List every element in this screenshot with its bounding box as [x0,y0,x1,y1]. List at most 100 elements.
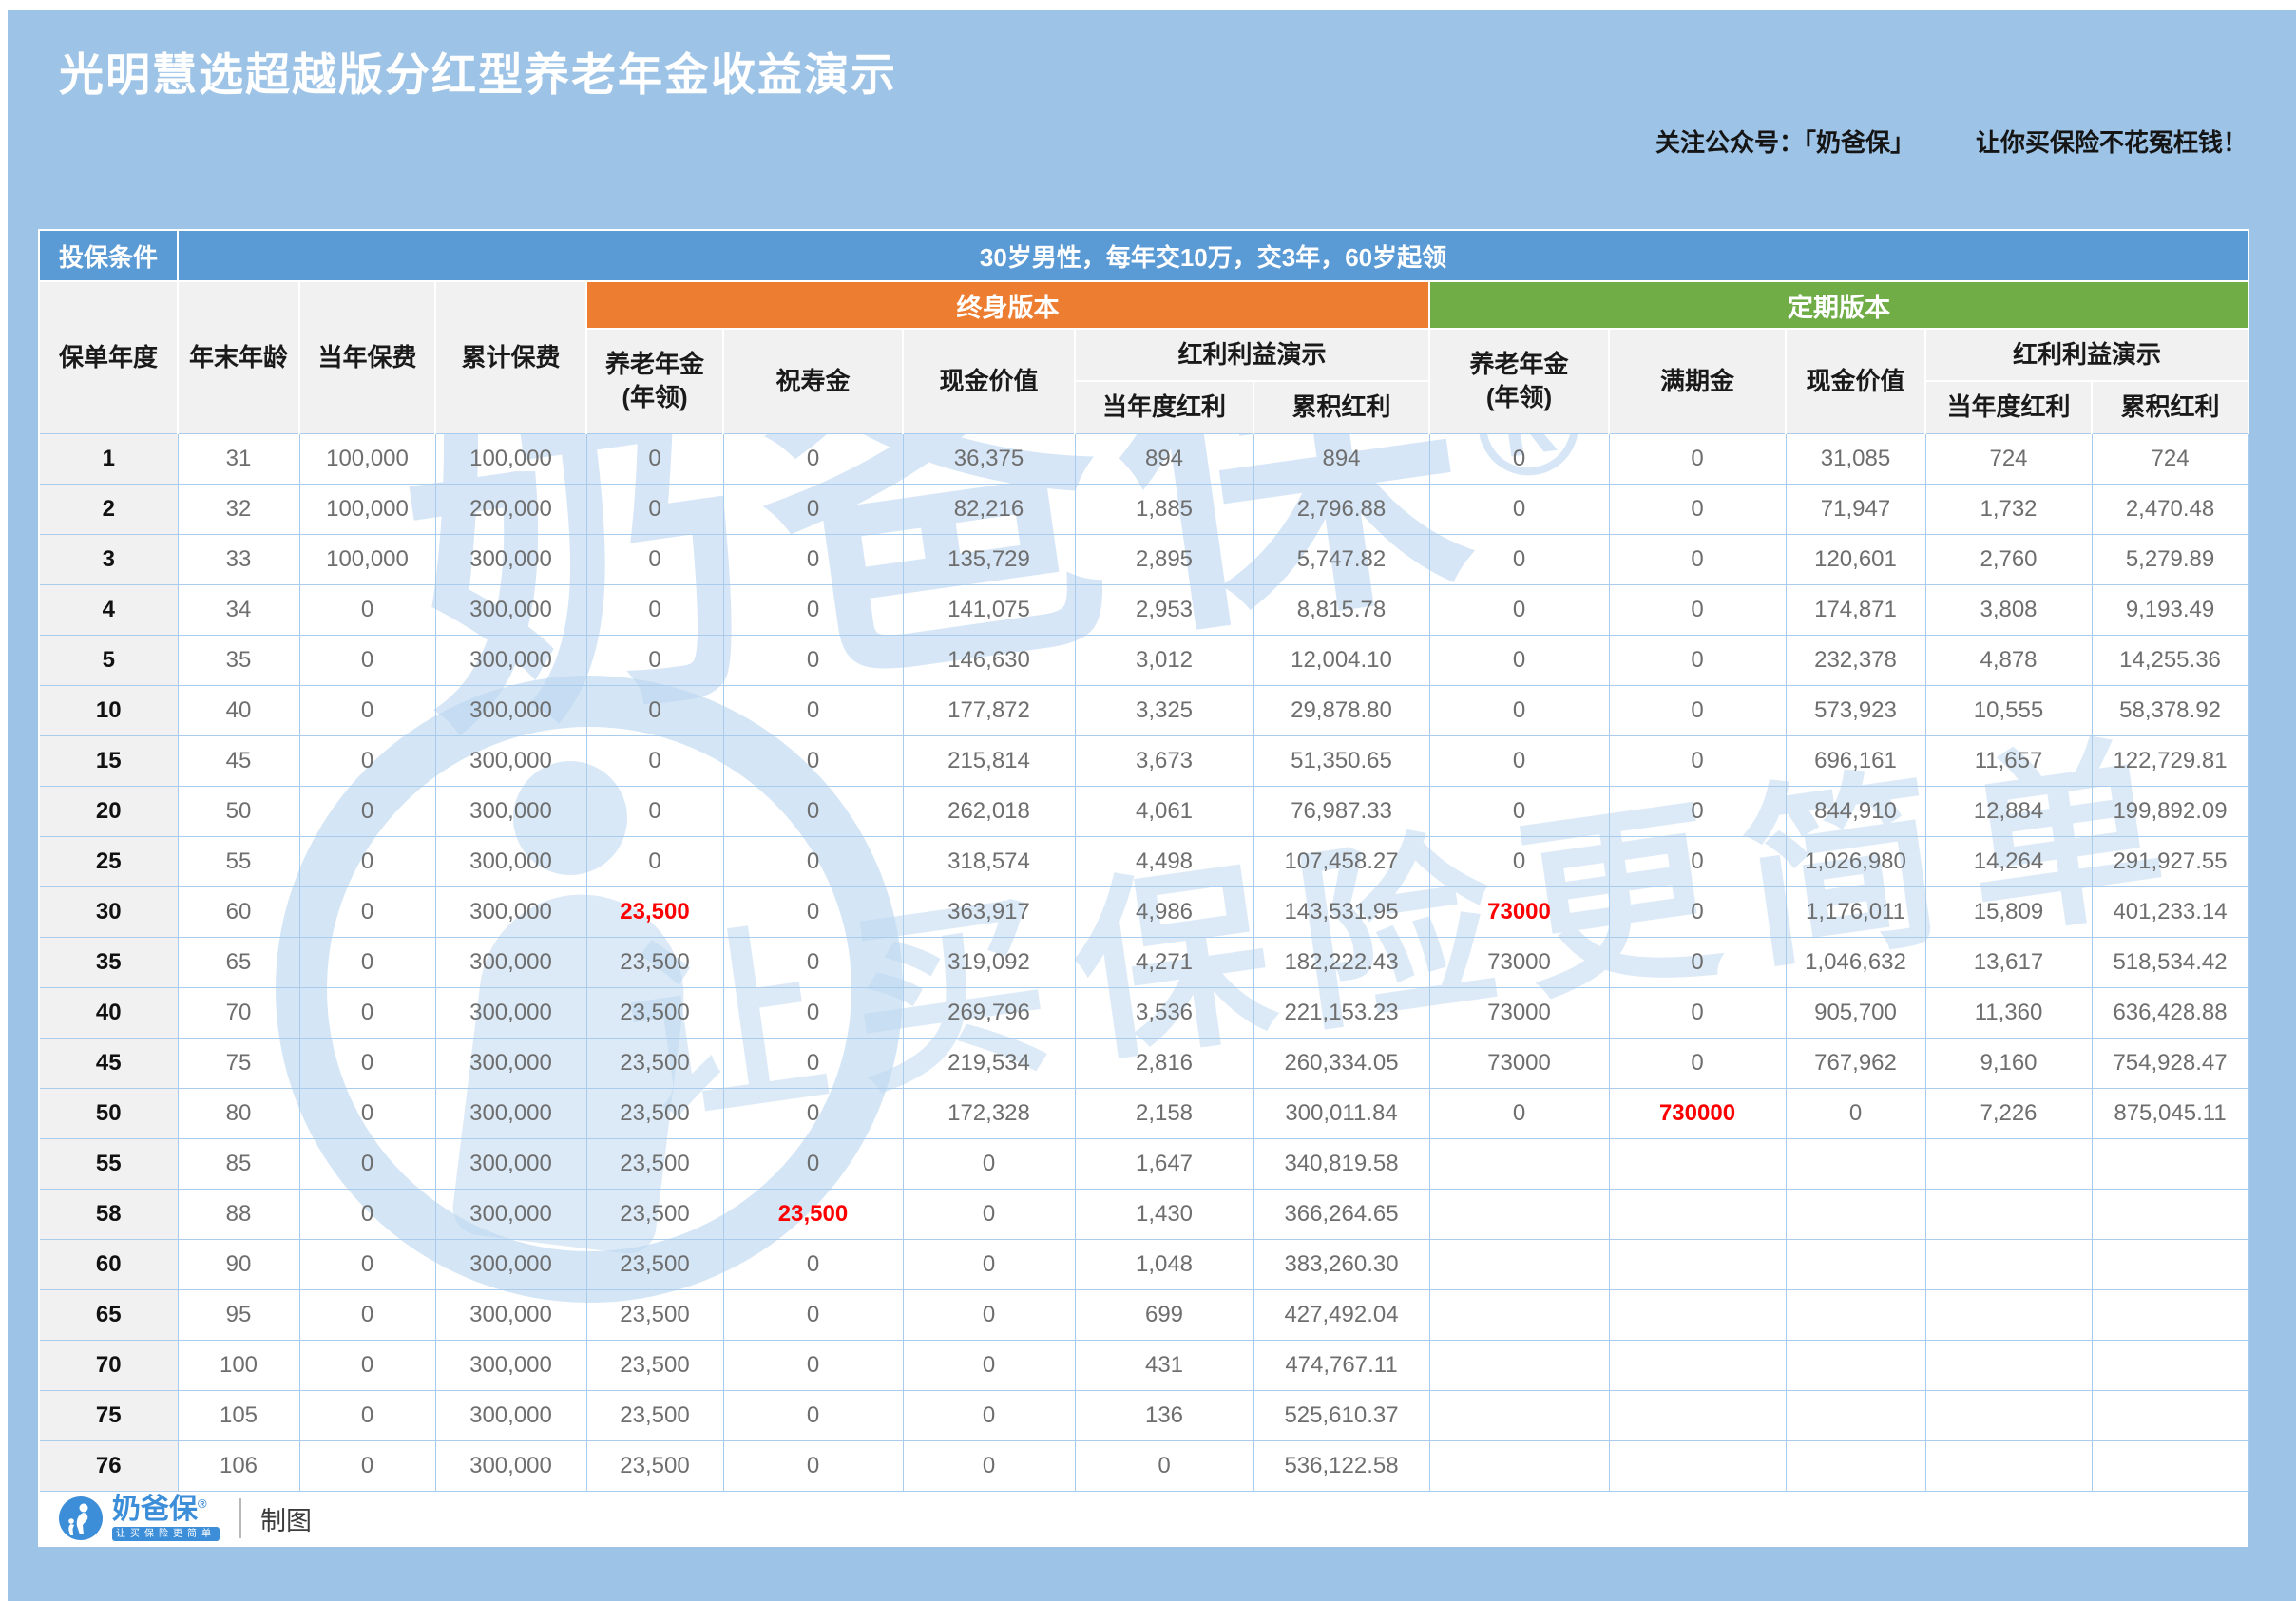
value-cell: 122,729.81 [2091,734,2249,787]
value-cell: 4,271 [1074,936,1254,988]
value-cell: 1,048 [1074,1238,1254,1290]
value-cell: 105 [177,1389,300,1441]
value-cell: 82,216 [902,483,1076,535]
value-cell: 9,193.49 [2091,583,2249,636]
policy-year-cell: 25 [38,835,179,887]
table-row: 40 70 0 300,000 23,500 0 269,796 3,536 221,153.2… [38,986,2249,1039]
value-cell: 106 [177,1439,300,1492]
value-cell: 291,927.55 [2091,835,2249,887]
value-cell: 50 [177,785,300,837]
value-cell: 2,953 [1074,583,1254,636]
value-cell: 536,122.58 [1253,1439,1430,1492]
value-cell: 0 [585,835,724,887]
value-cell [1608,1188,1787,1240]
value-cell: 14,255.36 [2091,634,2249,686]
value-cell [2091,1389,2249,1441]
policy-year-cell: 55 [38,1137,179,1190]
value-cell [2091,1188,2249,1240]
value-cell: 0 [902,1439,1076,1492]
column-header-lifetime-accumulated-dividend: 累积红利 [1253,380,1430,434]
value-cell: 60 [177,886,300,938]
policy-year-cell: 60 [38,1238,179,1290]
table-row: 35 65 0 300,000 23,500 0 319,092 4,271 182,222.4… [38,936,2249,988]
table-row: 50 80 0 300,000 23,500 0 172,328 2,158 300,011.8… [38,1087,2249,1139]
value-cell: 55 [177,835,300,887]
value-cell [1608,1288,1787,1341]
value-cell: 80 [177,1087,300,1139]
value-cell: 0 [722,1087,904,1139]
value-cell: 0 [585,634,724,686]
value-cell: 754,928.47 [2091,1037,2249,1089]
value-cell: 3,673 [1074,734,1254,787]
value-cell: 0 [722,936,904,988]
table-row: 5 35 0 300,000 0 0 146,630 3,012 12,004.10 0 0 232,… [38,634,2249,686]
value-cell: 262,018 [902,785,1076,837]
value-cell: 0 [722,986,904,1039]
value-cell: 894 [1253,432,1430,485]
value-cell: 318,574 [902,835,1076,887]
value-cell: 0 [298,1439,436,1492]
policy-year-cell: 3 [38,533,179,585]
policy-year-cell: 2 [38,483,179,535]
value-cell: 0 [1608,936,1787,988]
value-cell: 0 [722,1238,904,1290]
value-cell: 14,264 [1924,835,2093,887]
value-cell: 100 [177,1339,300,1391]
value-cell: 300,000 [434,1389,587,1441]
value-cell: 0 [722,886,904,938]
value-cell: 23,500 [585,936,724,988]
value-cell: 300,000 [434,986,587,1039]
value-cell: 0 [722,1389,904,1441]
value-cell: 300,000 [434,634,587,686]
value-cell: 0 [298,1037,436,1089]
policy-year-cell: 50 [38,1087,179,1139]
value-cell: 3,012 [1074,634,1254,686]
value-cell: 8,815.78 [1253,583,1430,636]
value-cell: 146,630 [902,634,1076,686]
value-cell: 73000 [1428,886,1610,938]
value-cell: 0 [585,533,724,585]
value-cell: 73000 [1428,936,1610,988]
value-cell: 0 [298,1339,436,1391]
value-cell: 232,378 [1785,634,1926,686]
value-cell: 0 [298,886,436,938]
table-row: 30 60 0 300,000 23,500 0 363,917 4,986 143,531.9… [38,886,2249,938]
policy-year-cell: 5 [38,634,179,686]
column-header-policy-year: 保单年度 [38,280,179,434]
value-cell: 0 [298,1288,436,1341]
value-cell: 174,871 [1785,583,1926,636]
value-cell: 696,161 [1785,734,1926,787]
table-row: 70 100 0 300,000 23,500 0 0 431 474,767.11 [38,1339,2249,1391]
value-cell: 0 [585,432,724,485]
value-cell: 0 [902,1339,1076,1391]
policy-year-cell: 76 [38,1439,179,1492]
table-row: 20 50 0 300,000 0 0 262,018 4,061 76,987.33 0 0 844… [38,785,2249,837]
value-cell: 0 [298,1238,436,1290]
value-cell: 31 [177,432,300,485]
table-row: 4 34 0 300,000 0 0 141,075 2,953 8,815.78 0 0 174,8… [38,583,2249,636]
value-cell: 0 [1428,684,1610,736]
value-cell: 300,000 [434,1037,587,1089]
value-cell: 0 [902,1389,1076,1441]
value-cell: 2,158 [1074,1087,1254,1139]
value-cell: 0 [298,1389,436,1441]
value-cell: 0 [298,1188,436,1240]
value-cell: 0 [1608,684,1787,736]
value-cell: 51,350.65 [1253,734,1430,787]
value-cell: 100,000 [298,533,436,585]
column-header-term-annual-dividend: 当年度红利 [1924,380,2093,434]
value-cell: 135,729 [902,533,1076,585]
value-cell [1924,1439,2093,1492]
value-cell: 300,011.84 [1253,1087,1430,1139]
footer-divider [239,1498,241,1538]
value-cell [1924,1238,2093,1290]
table-body: 1 31 100,000 100,000 0 0 36,375 894 894 0 0 31,085 7… [38,432,2249,1492]
value-cell: 4,061 [1074,785,1254,837]
value-cell: 76,987.33 [1253,785,1430,837]
value-cell: 100,000 [434,432,587,485]
column-header-lifetime-dividend-group: 红利利益演示 [1074,328,1430,382]
value-cell: 1,885 [1074,483,1254,535]
policy-year-cell: 70 [38,1339,179,1391]
value-cell: 200,000 [434,483,587,535]
value-cell: 221,153.23 [1253,986,1430,1039]
